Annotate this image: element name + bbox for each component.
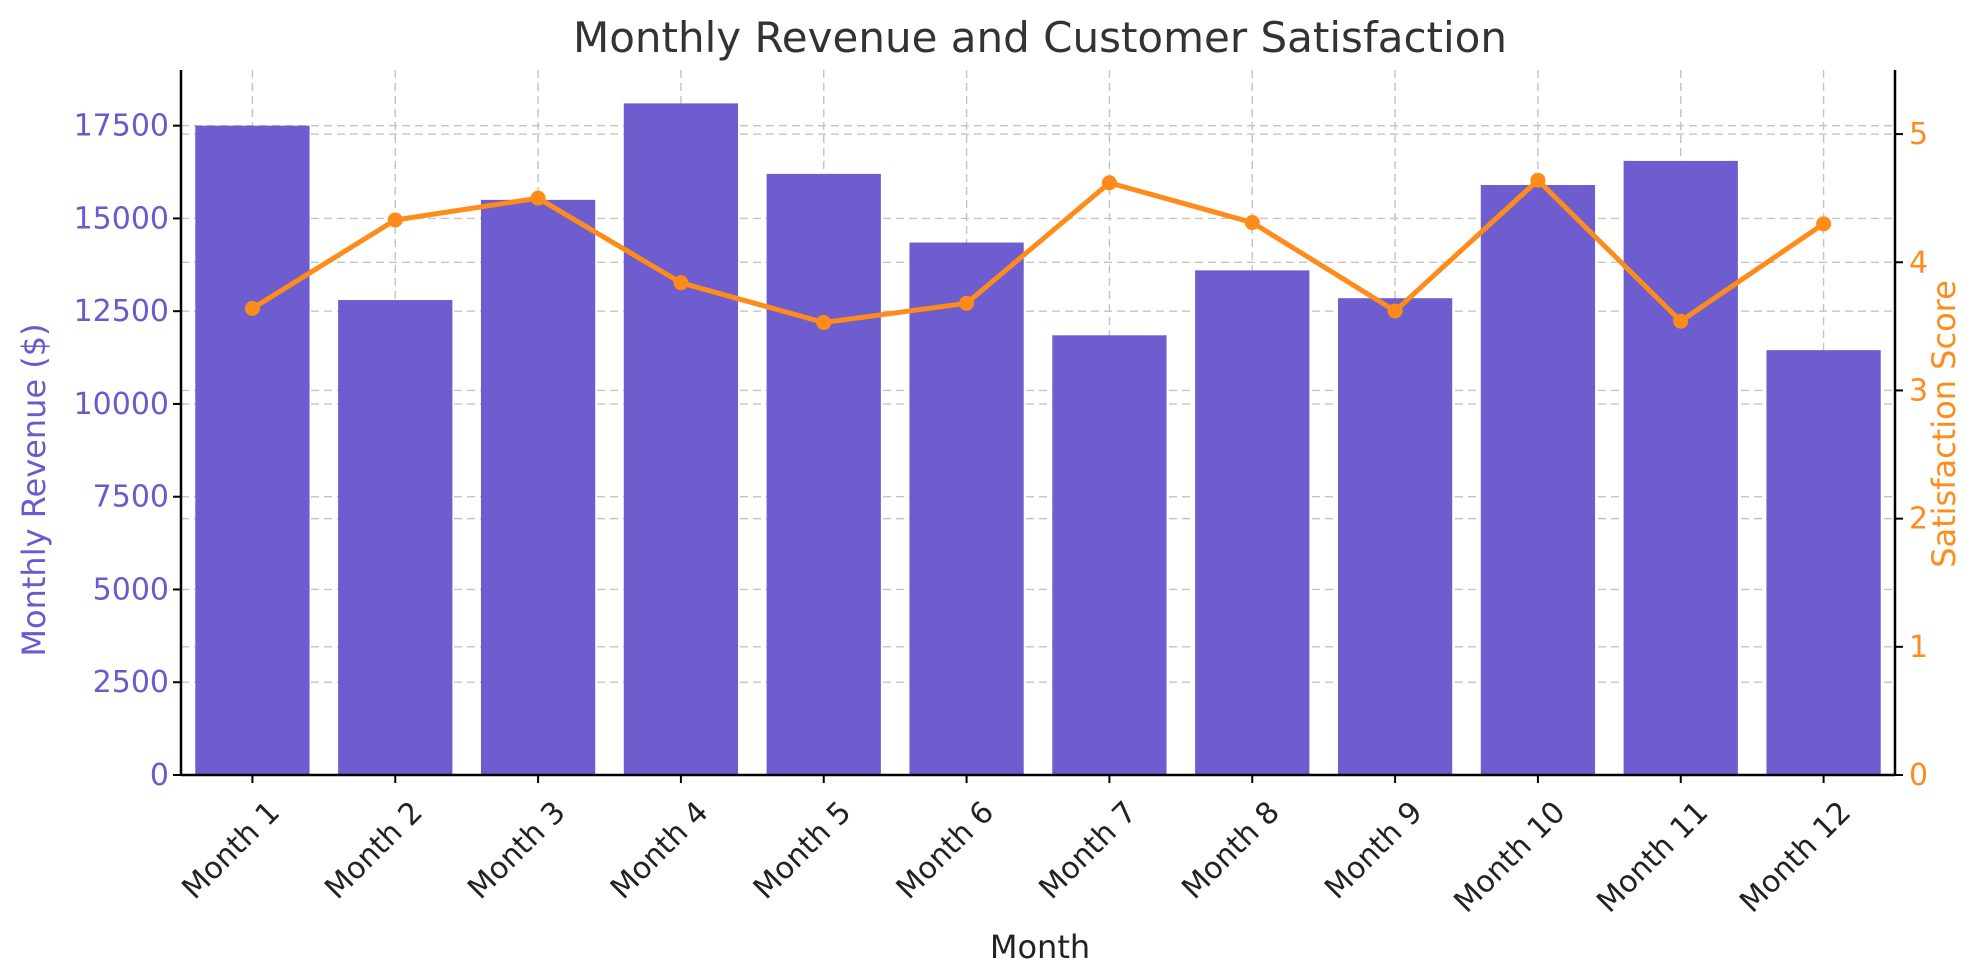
satisfaction-point-8 [1244,215,1260,231]
tick-label-x-1: Month 1 [175,795,286,906]
satisfaction-point-1 [244,300,260,316]
tick-label-x-4: Month 4 [604,795,715,906]
tick-label-left-2: 5000 [93,572,169,607]
satisfaction-point-3 [530,190,546,206]
tick-label-right-5: 5 [1909,117,1928,152]
tick-label-x-5: Month 5 [747,795,858,906]
tick-label-left-3: 7500 [93,480,169,515]
bar-4 [623,103,739,776]
bar-10 [1480,185,1596,776]
satisfaction-point-10 [1530,172,1546,188]
tick-label-x-11: Month 11 [1590,795,1715,920]
tick-label-right-0: 0 [1909,758,1928,793]
tick-label-right-3: 3 [1909,373,1928,408]
bar-7 [1052,335,1167,775]
bar-8 [1195,270,1310,775]
bar-9 [1337,298,1453,775]
satisfaction-point-12 [1816,216,1832,232]
bar-1 [195,125,310,775]
axis-layer [179,70,1897,777]
y-axis-label-left: Monthly Revenue ($) [15,323,53,656]
chart-title: Monthly Revenue and Customer Satisfactio… [573,13,1507,62]
bar-3 [480,199,596,776]
tick-label-left-7: 17500 [74,109,169,144]
tick-label-x-8: Month 8 [1175,795,1286,906]
bar-12 [1766,350,1881,775]
y-axis-label-right: Satisfaction Score [1925,280,1963,568]
tick-label-x-6: Month 6 [890,795,1001,906]
tick-label-left-0: 0 [150,758,169,793]
line-layer [244,172,1832,331]
x-axis-label: Month [990,928,1090,966]
satisfaction-point-7 [1101,175,1117,191]
tick-label-x-9: Month 9 [1318,795,1429,906]
tick-label-x-3: Month 3 [461,795,572,906]
tick-label-left-4: 10000 [74,387,169,422]
satisfaction-point-2 [387,212,403,228]
tick-label-x-12: Month 12 [1733,795,1858,920]
tick-label-x-2: Month 2 [318,795,429,906]
tick-label-right-2: 2 [1909,502,1928,537]
bar-2 [338,300,453,775]
satisfaction-point-5 [816,315,832,331]
satisfaction-point-6 [959,295,975,311]
bar-11 [1623,160,1738,775]
satisfaction-point-11 [1673,313,1689,329]
tick-label-x-7: Month 7 [1032,795,1143,906]
tick-label-left-5: 12500 [74,294,169,329]
bar-layer [195,103,1881,776]
bar-5 [766,173,881,776]
satisfaction-point-9 [1387,303,1403,319]
tick-label-x-10: Month 10 [1447,795,1572,920]
tick-label-left-6: 15000 [74,201,169,236]
tick-label-left-1: 2500 [93,665,169,700]
tick-label-right-1: 1 [1909,630,1928,665]
satisfaction-point-4 [673,275,689,291]
bar-6 [909,242,1024,775]
tick-label-right-4: 4 [1909,245,1928,280]
satisfaction-line [251,177,1825,326]
